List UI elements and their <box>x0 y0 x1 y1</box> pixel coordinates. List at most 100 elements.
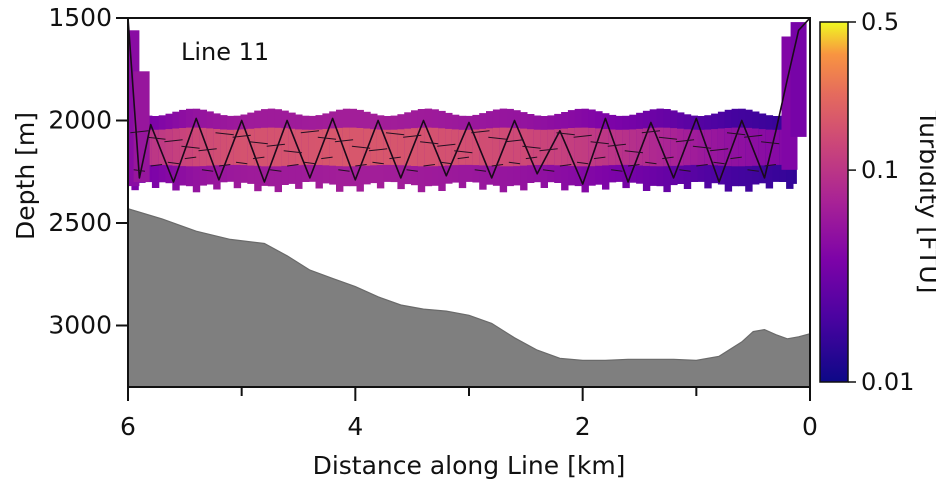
plume-core-cell <box>329 128 337 166</box>
y-axis-label: Depth [m] <box>11 112 40 240</box>
track-detail-line <box>471 130 490 134</box>
plume-core-cell <box>540 129 548 165</box>
plume-core-cell <box>261 127 269 167</box>
plume-core-cell <box>322 129 330 166</box>
plume-core-cell <box>445 128 453 166</box>
track-detail-line <box>488 136 507 140</box>
track-detail-line <box>559 164 572 167</box>
x-axis-label: Distance along Line [km] <box>313 451 626 480</box>
plume-core-cell <box>622 129 630 165</box>
track-detail-line <box>287 164 299 167</box>
plume-core-cell <box>533 129 542 165</box>
track-detail-line <box>624 150 643 154</box>
plume-core-cell <box>458 129 467 165</box>
plume-core-cell <box>486 128 494 166</box>
track-detail-line <box>539 148 558 152</box>
plume-core-cell <box>179 128 187 167</box>
track-detail-line <box>440 161 452 165</box>
track-detail-line <box>662 156 674 160</box>
plume-core-cell <box>554 129 562 166</box>
plume-core-cell <box>492 127 501 167</box>
track-detail-line <box>351 145 371 149</box>
track-detail-line <box>235 161 248 165</box>
track-detail-line <box>454 150 473 154</box>
plume-core-cell <box>288 128 296 166</box>
plume-core-cell <box>663 127 671 167</box>
plume-core-cell <box>342 127 351 167</box>
track-detail-line <box>709 148 729 152</box>
colorbar-label: Turbidity [FTU] <box>914 110 936 294</box>
track-detail-line <box>505 139 524 143</box>
plume-core-cell <box>438 128 446 166</box>
x-axis-tick-label: 4 <box>347 412 363 441</box>
track-detail-line <box>525 156 538 160</box>
track-detail-line <box>385 132 405 136</box>
track-detail-line <box>576 161 589 165</box>
plume-core-cell <box>574 127 583 167</box>
track-detail-line <box>645 161 657 165</box>
plume-core-cell <box>683 129 692 166</box>
y-axis-tick-label: 3000 <box>48 311 112 340</box>
track-detail-line <box>692 145 712 149</box>
track-detail-line <box>218 164 231 167</box>
track-detail-line <box>457 156 470 160</box>
plume-core-cell <box>602 129 610 166</box>
plume-core-cell <box>513 128 521 167</box>
plume-core-cell <box>233 129 242 165</box>
plume-core-cell <box>615 129 623 165</box>
tow-yo-track <box>128 18 810 185</box>
x-axis-tick-label: 0 <box>802 412 818 441</box>
track-detail-line <box>270 169 282 172</box>
plume-core-cell <box>595 128 603 166</box>
track-detail-line <box>522 145 541 149</box>
plume-core-cell <box>451 129 460 166</box>
x-axis: 6 4 2 0 <box>120 387 818 441</box>
track-detail-line <box>761 141 780 145</box>
plume-core-cell <box>636 128 644 166</box>
plume-core-cell <box>411 128 419 166</box>
plume-core-cell <box>758 129 767 166</box>
colorbar: 0.01 0.1 0.5 Turbidity [FTU] <box>819 8 936 396</box>
track-detail-line <box>437 143 456 147</box>
plume-core-cell <box>172 128 180 166</box>
track-detail-line <box>556 132 575 136</box>
track-detail-line <box>164 139 183 143</box>
plume-core-cell <box>677 128 685 166</box>
track-detail-line <box>133 169 146 172</box>
plume-core-cell <box>711 129 719 166</box>
track-detail-line <box>167 161 180 165</box>
y-axis: 1500 2000 2500 3000 <box>48 3 128 340</box>
track-detail-line <box>744 134 763 138</box>
plume-core-cell <box>717 128 726 166</box>
track-detail-line <box>628 164 640 167</box>
plume-core-cell <box>581 127 589 167</box>
track-detail-line <box>372 161 384 165</box>
track-detail-line <box>266 143 285 147</box>
plume-core-cell <box>506 127 514 167</box>
plume-core-cell <box>220 129 228 165</box>
tow-yo-track-line <box>128 18 810 185</box>
x-axis-tick-label: 6 <box>120 412 136 441</box>
track-detail-line <box>338 169 350 172</box>
track-detail-line <box>181 145 200 149</box>
track-detail-line <box>641 130 661 134</box>
y-axis-tick-label: 1500 <box>48 3 112 32</box>
plume-core-cell <box>281 128 289 166</box>
plume-core-cell <box>567 128 576 166</box>
plume-core-cell <box>772 129 780 165</box>
track-detail-line <box>713 161 725 165</box>
plume-core-cell <box>158 129 167 165</box>
track-detail-line <box>283 150 302 154</box>
plume-core-cell <box>765 129 774 166</box>
plume-core-cell <box>206 128 214 166</box>
colorbar-ticks: 0.01 0.1 0.5 <box>848 8 914 396</box>
track-detail-line <box>321 156 333 160</box>
track-detail-line <box>590 141 609 145</box>
plume-core-cell <box>295 129 303 166</box>
x-axis-tick-label: 2 <box>575 412 591 441</box>
plume-core-cell <box>336 127 344 167</box>
plume-core-cell <box>670 128 678 166</box>
plume-core-cell <box>424 127 433 167</box>
plume-core-cell <box>690 129 698 165</box>
track-detail-line <box>611 169 623 172</box>
